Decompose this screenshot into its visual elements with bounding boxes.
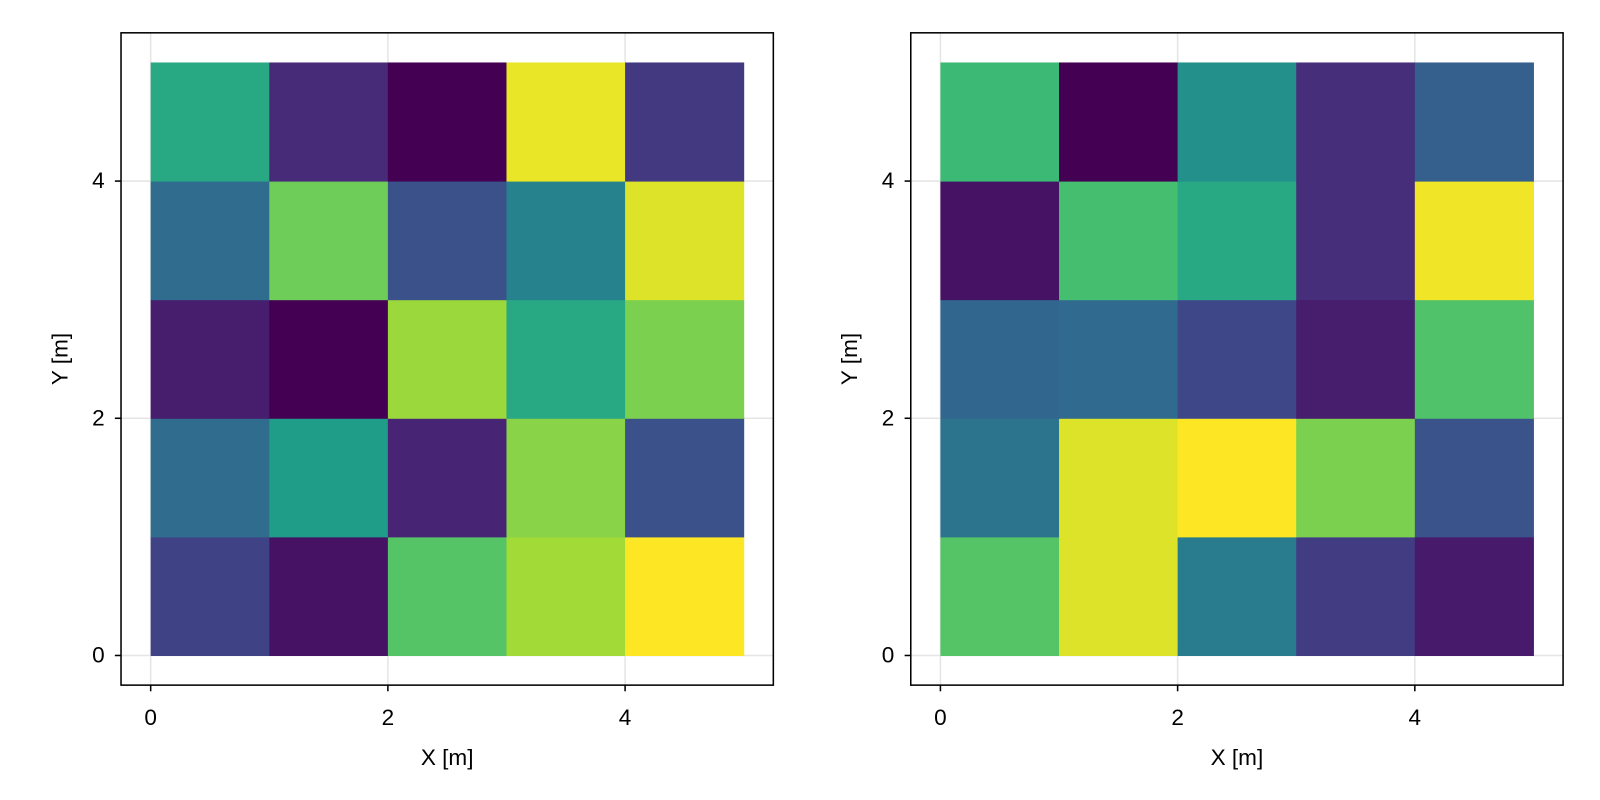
y-tick-label: 0	[92, 642, 105, 667]
heatmap-cell	[506, 299, 626, 419]
x-axis-label: X [m]	[421, 745, 474, 770]
heatmap-cell	[1414, 299, 1534, 419]
heatmap-cell	[1414, 181, 1534, 301]
heatmap-cell	[1414, 62, 1534, 182]
x-tick-label: 4	[1409, 705, 1422, 730]
heatmap-cell	[1177, 418, 1297, 538]
y-tick-label: 4	[882, 168, 895, 193]
x-tick-label: 0	[934, 705, 947, 730]
heatmap-cell	[625, 62, 745, 182]
heatmap-cell	[1177, 181, 1297, 301]
axes-frame	[910, 32, 1564, 686]
heatmap-cell	[1177, 299, 1297, 419]
heatmap-cell	[1059, 62, 1179, 182]
heatmap-cell	[1296, 62, 1416, 182]
heatmap-cell	[1177, 62, 1297, 182]
heatmap-cell	[625, 299, 745, 419]
heatmap-cell	[625, 181, 745, 301]
heatmap-cell	[506, 181, 626, 301]
heatmap-cell	[1059, 181, 1179, 301]
heatmap-cell	[1059, 418, 1179, 538]
y-axis-label: Y [m]	[837, 333, 862, 385]
y-axis-label: Y [m]	[47, 333, 72, 385]
x-tick-label: 2	[1171, 705, 1184, 730]
heatmap-cell	[1414, 418, 1534, 538]
heatmap-cell	[150, 181, 270, 301]
heatmap-cell	[387, 536, 507, 656]
heatmap-cell	[506, 62, 626, 182]
heatmap-cell	[269, 418, 389, 538]
axes-frame	[120, 32, 775, 686]
x-axis-label: X [m]	[1211, 745, 1264, 770]
x-tick-label: 4	[619, 705, 632, 730]
heatmap-cell	[269, 536, 389, 656]
y-tick-label: 2	[882, 405, 895, 430]
heatmap-cell	[1296, 536, 1416, 656]
heatmap-cell	[1296, 418, 1416, 538]
heatmap-cell	[1177, 536, 1297, 656]
heatmap-cell	[387, 299, 507, 419]
heatmap-cell	[150, 299, 270, 419]
heatmap-cell	[940, 536, 1060, 656]
heatmap-cell	[506, 418, 626, 538]
y-tick-label: 4	[92, 168, 105, 193]
heatmap-cell	[1296, 299, 1416, 419]
heatmap-cell	[940, 181, 1060, 301]
heatmap-cell	[387, 62, 507, 182]
heatmap-cell	[269, 181, 389, 301]
heatmap-cell	[940, 299, 1060, 419]
x-tick-label: 0	[144, 705, 157, 730]
heatmap-cell	[1059, 299, 1179, 419]
heatmap-cell	[940, 418, 1060, 538]
heatmap-cell	[387, 418, 507, 538]
heatmap-cell	[269, 62, 389, 182]
heatmap-cell	[269, 299, 389, 419]
y-tick-label: 0	[882, 642, 895, 667]
heatmap-panel: 0 2 4 0 2 4 X [m] Y [m]	[47, 32, 775, 770]
heatmap-cell	[1059, 536, 1179, 656]
heatmap-cell	[1414, 536, 1534, 656]
heatmap-cell	[625, 418, 745, 538]
heatmap-cell	[387, 181, 507, 301]
y-tick-label: 2	[92, 405, 105, 430]
heatmap-cell	[940, 62, 1060, 182]
heatmap-cell	[1296, 181, 1416, 301]
heatmap-cell	[150, 62, 270, 182]
heatmap-cell	[150, 418, 270, 538]
heatmap-panel: 0 2 4 0 2 4 X [m] Y [m]	[837, 32, 1564, 770]
heatmap-cell	[506, 536, 626, 656]
heatmap-cell	[625, 536, 745, 656]
heatmap-cell	[150, 536, 270, 656]
x-tick-label: 2	[382, 705, 395, 730]
